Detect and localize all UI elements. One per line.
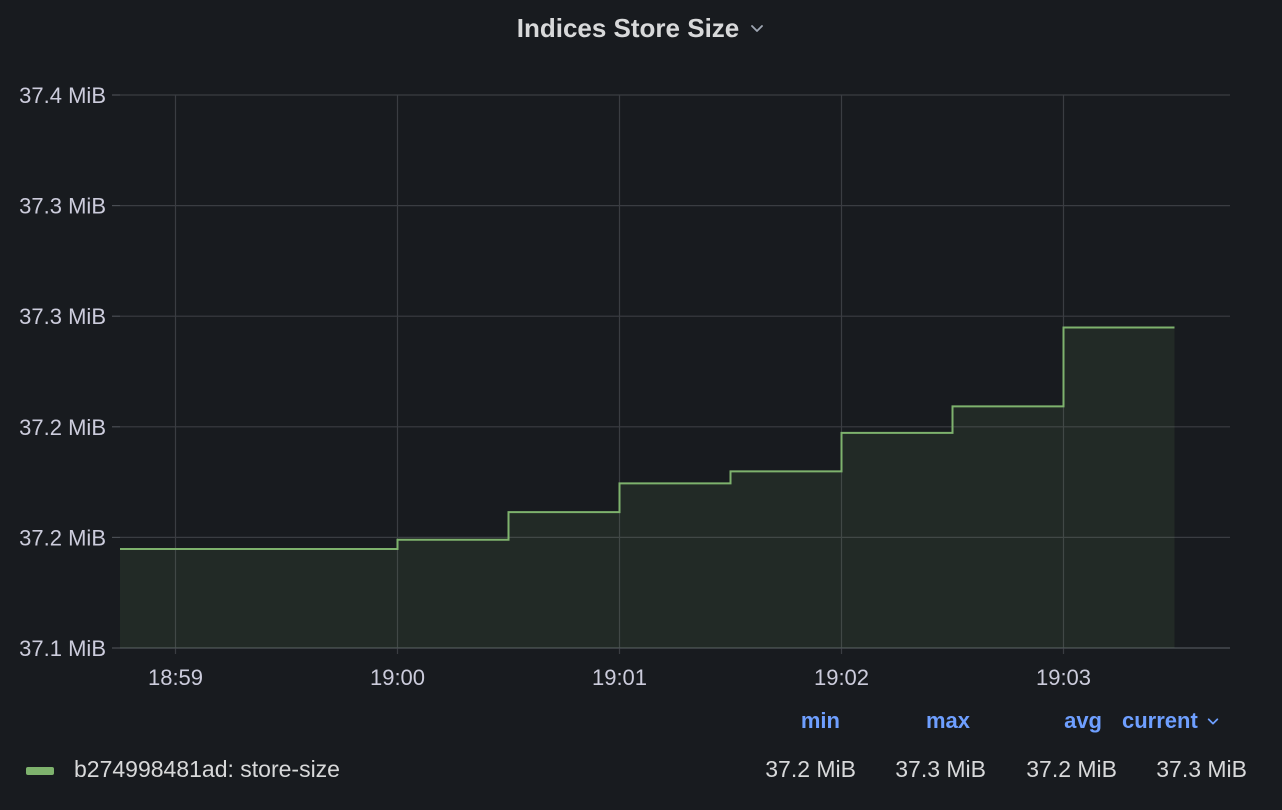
legend-header-max[interactable]: max: [925, 708, 970, 733]
panel-title-menu[interactable]: Indices Store Size: [517, 13, 766, 44]
panel-header: Indices Store Size: [0, 0, 1282, 56]
legend-header-min[interactable]: min: [800, 708, 840, 733]
x-axis-ticks: 18:59 19:00 19:01 19:02 19:03: [148, 665, 1091, 690]
y-axis-ticks: 37.1 MiB 37.2 MiB 37.2 MiB 37.3 MiB 37.3 MiB…: [19, 83, 106, 661]
legend-header-current-sort[interactable]: current: [1122, 708, 1230, 734]
x-tick-label: 19:03: [1036, 665, 1091, 690]
legend-series-name[interactable]: b274998481ad: store-size: [74, 756, 340, 782]
legend-header-current: current: [1122, 708, 1198, 733]
legend-avg-value: 37.2 MiB: [1026, 756, 1117, 782]
chevron-down-icon: [1207, 718, 1219, 725]
panel-title: Indices Store Size: [516, 12, 740, 43]
x-tick-label: 19:02: [814, 665, 869, 690]
y-tick-label: 37.3 MiB: [19, 304, 106, 329]
grid: [112, 94, 1230, 654]
x-tick-label: 19:01: [592, 665, 647, 690]
series-area-fill: [120, 327, 1175, 648]
x-tick-label: 18:59: [148, 665, 203, 690]
legend-current-value: 37.3 MiB: [1156, 756, 1247, 782]
series-area: [120, 327, 1175, 648]
y-tick-label: 37.3 MiB: [19, 194, 106, 219]
series-step-line[interactable]: [120, 326, 1175, 551]
legend-header-avg[interactable]: avg: [1064, 708, 1102, 733]
series-line: [120, 326, 1175, 551]
y-tick-label: 37.2 MiB: [19, 525, 106, 550]
legend-max-value: 37.3 MiB: [895, 756, 986, 782]
legend-row: b274998481ad: store-size 37.2 MiB 37.3 M…: [0, 748, 1282, 792]
y-tick-label: 37.4 MiB: [19, 83, 106, 108]
x-tick-label: 19:00: [370, 665, 425, 690]
y-tick-label: 37.1 MiB: [19, 636, 106, 661]
legend-series-swatch[interactable]: [26, 767, 54, 775]
time-series-chart[interactable]: 37.1 MiB 37.2 MiB 37.2 MiB 37.3 MiB 37.3 MiB…: [0, 0, 1282, 700]
legend-min-value: 37.2 MiB: [765, 756, 856, 782]
y-tick-label: 37.2 MiB: [19, 415, 106, 440]
chevron-down-icon: [751, 25, 764, 32]
